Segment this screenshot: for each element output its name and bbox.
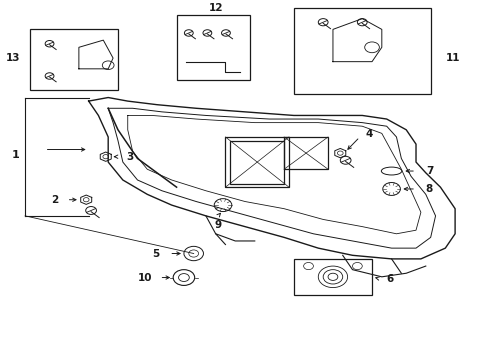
Text: 2: 2 [51, 195, 58, 205]
Bar [294, 8, 431, 94]
Text: 3: 3 [126, 152, 134, 162]
Text: 9: 9 [215, 220, 221, 230]
Text: 12: 12 [208, 3, 223, 13]
Text: 13: 13 [6, 53, 20, 63]
Text: 11: 11 [445, 53, 460, 63]
Text: 10: 10 [138, 273, 152, 283]
Text: 8: 8 [426, 184, 433, 194]
Text: 6: 6 [387, 274, 394, 284]
Bar [284, 137, 328, 169]
Bar [294, 259, 372, 295]
Text: 7: 7 [426, 166, 433, 176]
Bar [176, 15, 250, 80]
Text: 4: 4 [366, 129, 373, 139]
Bar [30, 30, 118, 90]
Text: 1: 1 [11, 150, 19, 160]
Text: 5: 5 [152, 248, 159, 258]
Bar [230, 140, 284, 184]
Bar [225, 137, 289, 187]
